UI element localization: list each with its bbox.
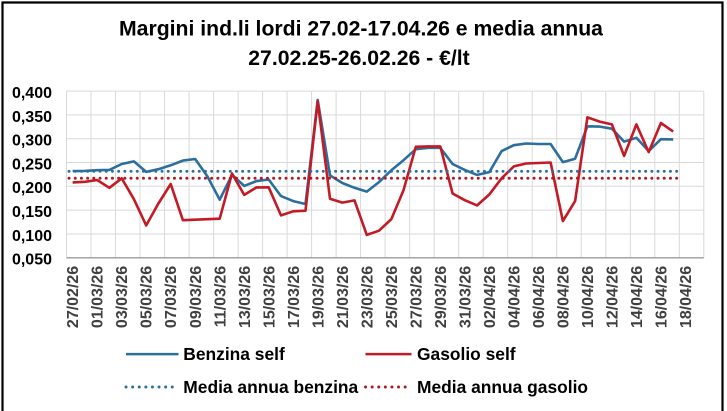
svg-text:03/03/26: 03/03/26	[114, 266, 131, 328]
svg-text:15/03/26: 15/03/26	[261, 266, 278, 328]
svg-text:07/03/26: 07/03/26	[163, 266, 180, 328]
svg-text:19/03/26: 19/03/26	[310, 266, 327, 328]
svg-text:23/03/26: 23/03/26	[359, 266, 376, 328]
svg-text:21/03/26: 21/03/26	[335, 266, 352, 328]
svg-text:Media annua gasolio: Media annua gasolio	[417, 377, 588, 397]
svg-text:08/04/26: 08/04/26	[555, 266, 572, 328]
svg-text:02/04/26: 02/04/26	[482, 266, 499, 328]
svg-text:17/03/26: 17/03/26	[286, 266, 303, 328]
svg-text:10/04/26: 10/04/26	[580, 266, 597, 328]
svg-text:27/03/26: 27/03/26	[408, 266, 425, 328]
svg-text:12/04/26: 12/04/26	[605, 266, 622, 328]
svg-text:Benzina self: Benzina self	[183, 344, 285, 364]
svg-text:04/04/26: 04/04/26	[506, 266, 523, 328]
svg-text:18/04/26: 18/04/26	[678, 266, 695, 328]
svg-text:01/03/26: 01/03/26	[90, 266, 107, 328]
svg-text:27.02.25-26.02.26 - €/lt: 27.02.25-26.02.26 - €/lt	[248, 47, 469, 70]
svg-text:0,400: 0,400	[12, 85, 52, 102]
svg-text:0,300: 0,300	[12, 133, 52, 150]
svg-text:0,100: 0,100	[12, 228, 52, 245]
svg-text:0,150: 0,150	[12, 204, 52, 221]
svg-text:11/03/26: 11/03/26	[212, 266, 229, 328]
svg-text:0,250: 0,250	[12, 156, 52, 173]
svg-text:0,350: 0,350	[12, 109, 52, 126]
svg-text:0,200: 0,200	[12, 180, 52, 197]
svg-text:Media annua benzina: Media annua benzina	[183, 377, 358, 397]
svg-text:Gasolio self: Gasolio self	[417, 344, 516, 364]
svg-text:06/04/26: 06/04/26	[531, 266, 548, 328]
svg-text:14/04/26: 14/04/26	[629, 266, 646, 328]
svg-text:13/03/26: 13/03/26	[237, 266, 254, 328]
svg-text:25/03/26: 25/03/26	[384, 266, 401, 328]
svg-text:09/03/26: 09/03/26	[188, 266, 205, 328]
svg-text:05/03/26: 05/03/26	[139, 266, 156, 328]
svg-text:0,050: 0,050	[12, 252, 52, 269]
svg-text:29/03/26: 29/03/26	[433, 266, 450, 328]
svg-text:31/03/26: 31/03/26	[457, 266, 474, 328]
svg-text:Margini ind.li lordi 27.02-17.: Margini ind.li lordi 27.02-17.04.26 e me…	[119, 18, 603, 41]
svg-text:16/04/26: 16/04/26	[654, 266, 671, 328]
svg-text:27/02/26: 27/02/26	[65, 266, 82, 328]
